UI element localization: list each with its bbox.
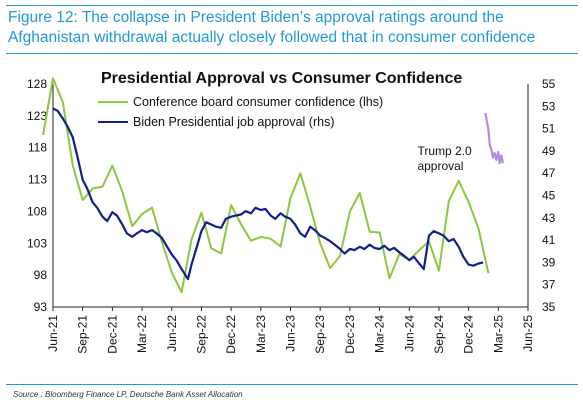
right-tick-label: 47	[542, 166, 556, 180]
x-tick-label: Mar-22	[135, 315, 149, 353]
left-tick-label: 93	[34, 300, 48, 314]
right-axis: 35 37 39 41 43 45 47 49 51 53 55	[542, 77, 556, 314]
chart-title: Presidential Approval vs Consumer Confid…	[101, 70, 462, 87]
x-tick-label: Sep-23	[313, 315, 327, 354]
x-tick-label: Jun-22	[165, 315, 179, 352]
right-tick-label: 53	[542, 99, 556, 113]
title-divider	[6, 53, 578, 54]
figure-title: Figure 12: The collapse in President Bid…	[8, 9, 536, 46]
x-axis: Jun-21 Sep-21 Dec-21 Mar-22 Jun-22 Sep-22 Dec-…	[46, 307, 535, 354]
x-tick-label: Jun-21	[46, 315, 60, 352]
x-tick-label: Dec-23	[343, 315, 357, 354]
x-tick-label: Dec-21	[105, 315, 119, 354]
approval-vs-confidence-chart: 93 98 103 108 113 118 123 128 35 37 39 41 43 45 47 49 5…	[27, 70, 556, 354]
trump-label-line1: Trump 2.0	[417, 144, 472, 158]
right-tick-label: 55	[542, 77, 556, 91]
trump-label-line2: approval	[417, 159, 463, 173]
right-tick-label: 49	[542, 144, 556, 158]
x-tick-label: Sep-22	[194, 315, 208, 354]
right-tick-label: 41	[542, 233, 556, 247]
trump-approval-line	[484, 112, 504, 165]
right-tick-label: 39	[542, 255, 556, 269]
left-tick-label: 113	[28, 173, 47, 187]
x-tick-label: Mar-23	[254, 315, 268, 353]
x-tick-label: Jun-23	[284, 315, 298, 352]
right-tick-label: 35	[542, 300, 556, 314]
x-tick-label: Sep-21	[76, 315, 90, 354]
biden-approval-line	[52, 107, 484, 281]
legend-label-confidence: Conference board consumer confidence (lh…	[133, 95, 383, 109]
x-tick-label: Dec-24	[462, 315, 476, 354]
legend: Conference board consumer confidence (lh…	[98, 95, 383, 129]
x-tick-label: Jun-25	[521, 315, 535, 352]
right-tick-label: 51	[542, 122, 556, 136]
series-lines	[42, 77, 504, 294]
left-axis: 93 98 103 108 113 118 123 128	[27, 77, 47, 314]
x-tick-label: Mar-24	[373, 315, 387, 353]
left-tick-label: 103	[27, 236, 47, 250]
right-tick-label: 45	[542, 189, 556, 203]
bottom-rule	[6, 384, 578, 385]
right-tick-label: 43	[542, 211, 556, 225]
left-tick-label: 98	[34, 268, 48, 282]
left-tick-label: 108	[27, 204, 47, 218]
top-rule	[6, 5, 578, 6]
left-tick-label: 123	[27, 109, 47, 123]
consumer-confidence-line	[42, 77, 490, 294]
x-tick-label: Jun-24	[402, 315, 416, 352]
right-tick-label: 37	[542, 278, 556, 292]
left-tick-label: 118	[28, 141, 47, 155]
left-tick-label: 128	[27, 77, 47, 91]
x-tick-label: Mar-25	[491, 315, 505, 353]
source-note: Source : Bloomberg Finance LP, Deutsche …	[13, 390, 243, 399]
x-tick-label: Sep-24	[432, 315, 446, 354]
legend-label-biden: Biden Presidential job approval (rhs)	[133, 115, 335, 129]
x-tick-label: Dec-22	[224, 315, 238, 354]
